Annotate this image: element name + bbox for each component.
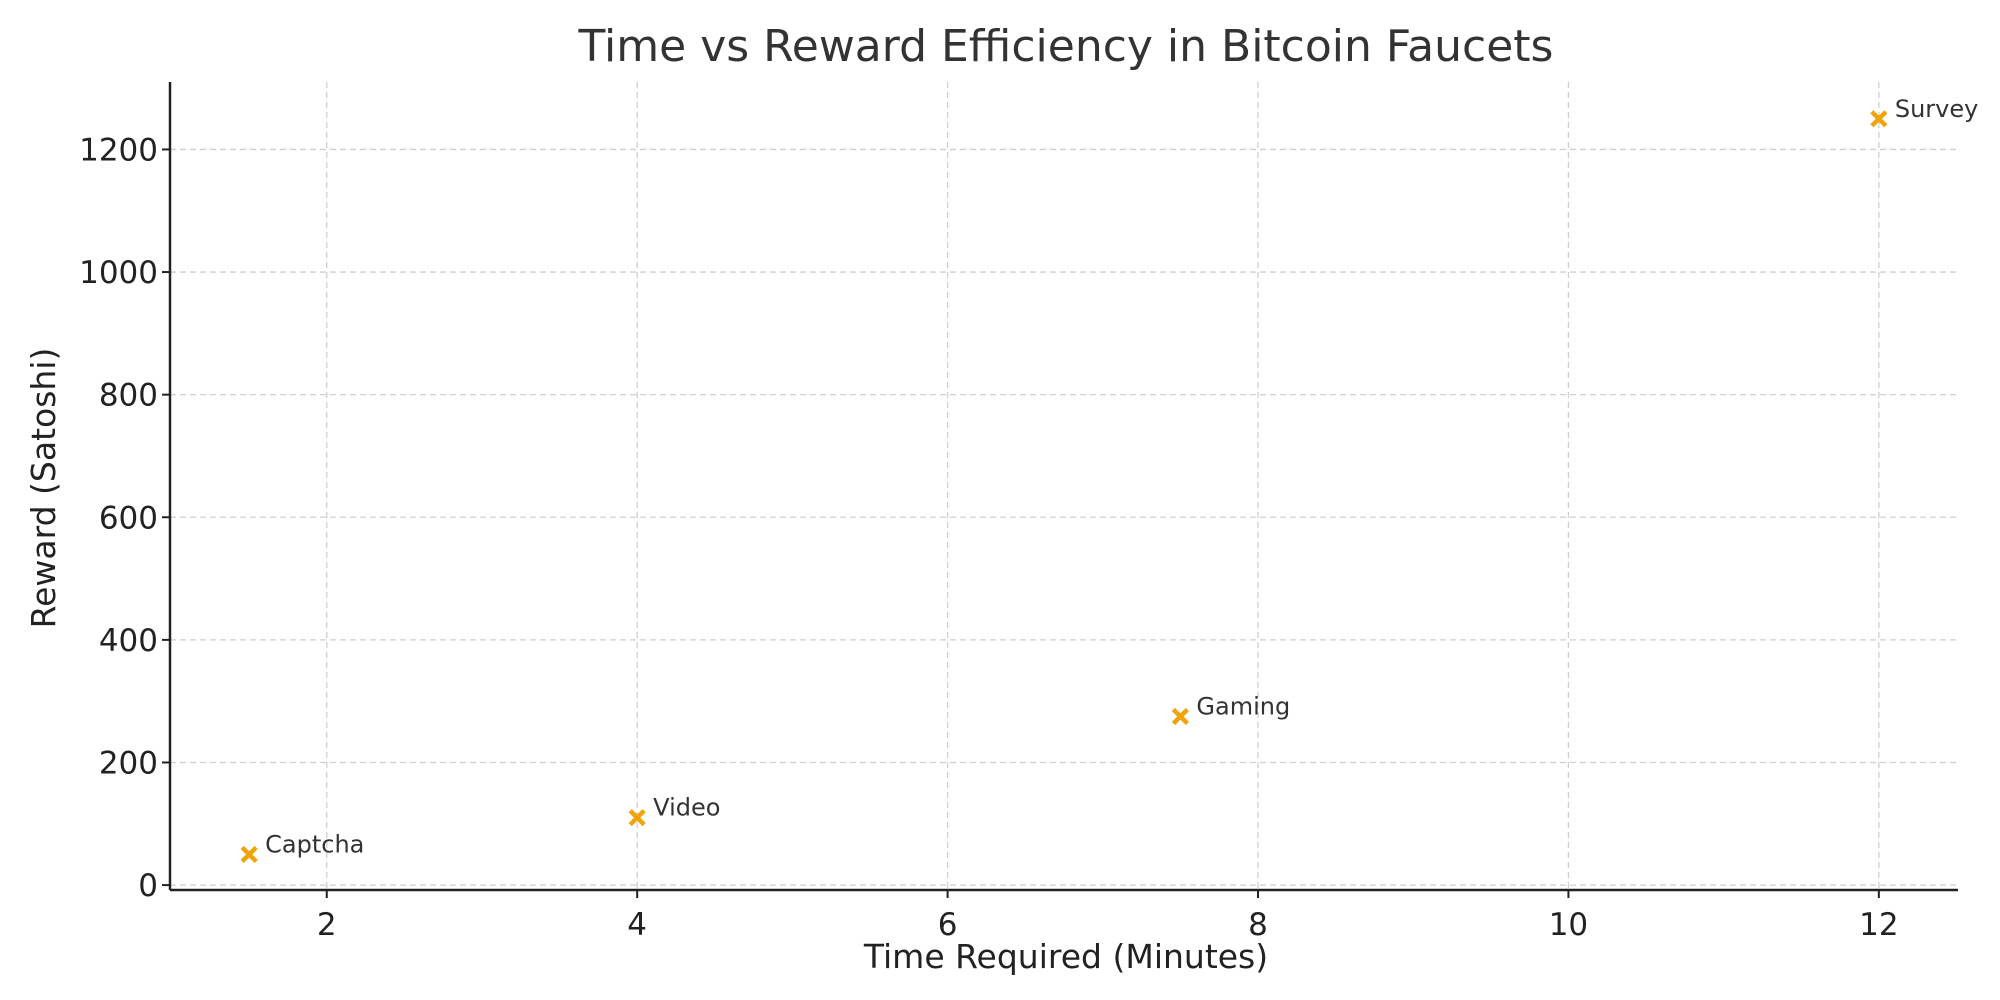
x-marker xyxy=(240,845,258,864)
x-marker xyxy=(628,809,646,827)
point-label: Captcha xyxy=(265,830,364,858)
x-tick-label: 2 xyxy=(317,907,337,943)
x-marker xyxy=(1870,110,1888,128)
y-tick-label: 1200 xyxy=(79,132,158,168)
scatter-point: Gaming xyxy=(1171,693,1290,726)
grid xyxy=(170,82,1958,890)
data-points: Captcha Video Gaming Survey xyxy=(240,95,1978,864)
y-tick-label: 1000 xyxy=(79,255,158,291)
point-label: Video xyxy=(653,794,720,822)
x-tick-label: 6 xyxy=(938,907,958,943)
x-axis-label: Time Required (Minutes) xyxy=(863,937,1268,976)
x-tick-label: 8 xyxy=(1248,907,1268,943)
y-tick-label: 400 xyxy=(99,623,158,659)
axes xyxy=(168,82,1958,892)
y-axis-label: Reward (Satoshi) xyxy=(24,348,63,629)
scatter-point: Survey xyxy=(1870,95,1978,128)
ticks: 2 4 6 8 10 12 0 200 400 600 800 1000 1200 xyxy=(79,132,1898,943)
point-label: Survey xyxy=(1895,95,1978,123)
y-tick-label: 600 xyxy=(99,500,158,536)
y-tick-label: 200 xyxy=(99,745,158,781)
point-label: Gaming xyxy=(1196,693,1290,721)
scatter-point: Captcha xyxy=(240,830,364,864)
chart-title: Time vs Reward Efficiency in Bitcoin Fau… xyxy=(578,21,1554,72)
y-tick-label: 800 xyxy=(99,378,158,414)
x-marker xyxy=(1171,707,1190,726)
x-tick-label: 12 xyxy=(1859,907,1898,943)
scatter-point: Video xyxy=(628,794,720,827)
x-tick-label: 4 xyxy=(627,907,647,943)
x-tick-label: 10 xyxy=(1549,907,1588,943)
y-tick-label: 0 xyxy=(138,868,158,904)
